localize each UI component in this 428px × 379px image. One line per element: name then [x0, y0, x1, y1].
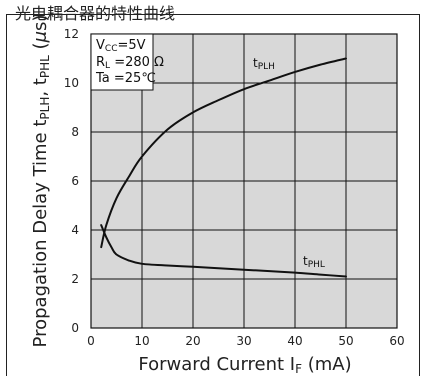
tick-labels: 0 10 20 30 40 50 60 0 2 4 6 8 10 12 — [64, 27, 405, 348]
y-tick-label: 0 — [71, 321, 79, 335]
figure-frame: 光电耦合器的特性曲线 — [6, 5, 420, 376]
x-tick-label: 40 — [287, 334, 302, 348]
series-line-t-phl — [100, 224, 347, 278]
x-tick-label: 30 — [236, 334, 251, 348]
curves — [100, 57, 347, 278]
condition-rl: RL =280 Ω — [96, 55, 164, 71]
y-tick-label: 2 — [71, 272, 79, 286]
x-tick-label: 20 — [185, 334, 200, 348]
x-tick-label: 10 — [134, 334, 149, 348]
y-tick-label: 12 — [64, 27, 79, 41]
y-axis-label: Propagation Delay Time tPLH, tPHL (μs) — [30, 15, 52, 348]
x-tick-label: 60 — [389, 334, 404, 348]
x-tick-label: 50 — [338, 334, 353, 348]
x-axis-label: Forward Current IF (mA) — [138, 354, 351, 376]
series-label-tphl: tPHL — [303, 254, 325, 270]
y-tick-label: 10 — [64, 76, 79, 90]
condition-ta: Ta =25℃ — [95, 71, 156, 86]
page-header-text: 光电耦合器的特性曲线 — [15, 5, 176, 21]
series-label-tplh: tPLH — [253, 56, 275, 72]
y-tick-label: 4 — [71, 223, 79, 237]
series-line-t-plh — [100, 57, 347, 249]
y-tick-label: 6 — [71, 174, 79, 188]
conditions-box — [90, 33, 154, 91]
x-tick-label: 0 — [87, 334, 95, 348]
y-tick-label: 8 — [71, 125, 79, 139]
grid-lines — [91, 34, 397, 328]
condition-vcc: VCC=5V — [96, 38, 146, 54]
